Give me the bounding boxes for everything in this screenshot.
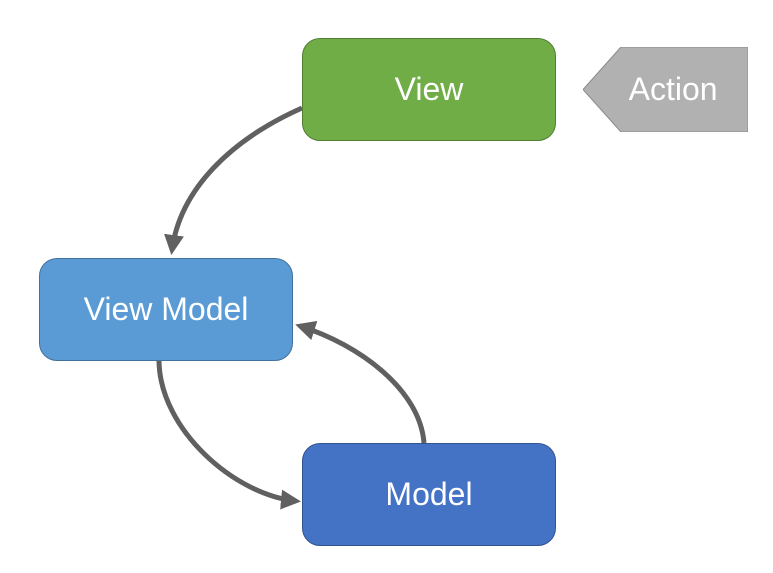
edge-model-to-view_model bbox=[300, 326, 424, 443]
node-action: Action bbox=[583, 47, 748, 132]
node-model: Model bbox=[302, 443, 556, 546]
node-view-label: View bbox=[395, 71, 464, 108]
node-model-label: Model bbox=[385, 476, 472, 513]
node-view: View bbox=[302, 38, 556, 141]
node-view_model-label: View Model bbox=[84, 291, 249, 328]
edge-view_model-to-model bbox=[159, 361, 296, 501]
node-view_model: View Model bbox=[39, 258, 293, 361]
node-action-label: Action bbox=[629, 71, 718, 108]
edge-view-to-view_model bbox=[172, 108, 302, 250]
